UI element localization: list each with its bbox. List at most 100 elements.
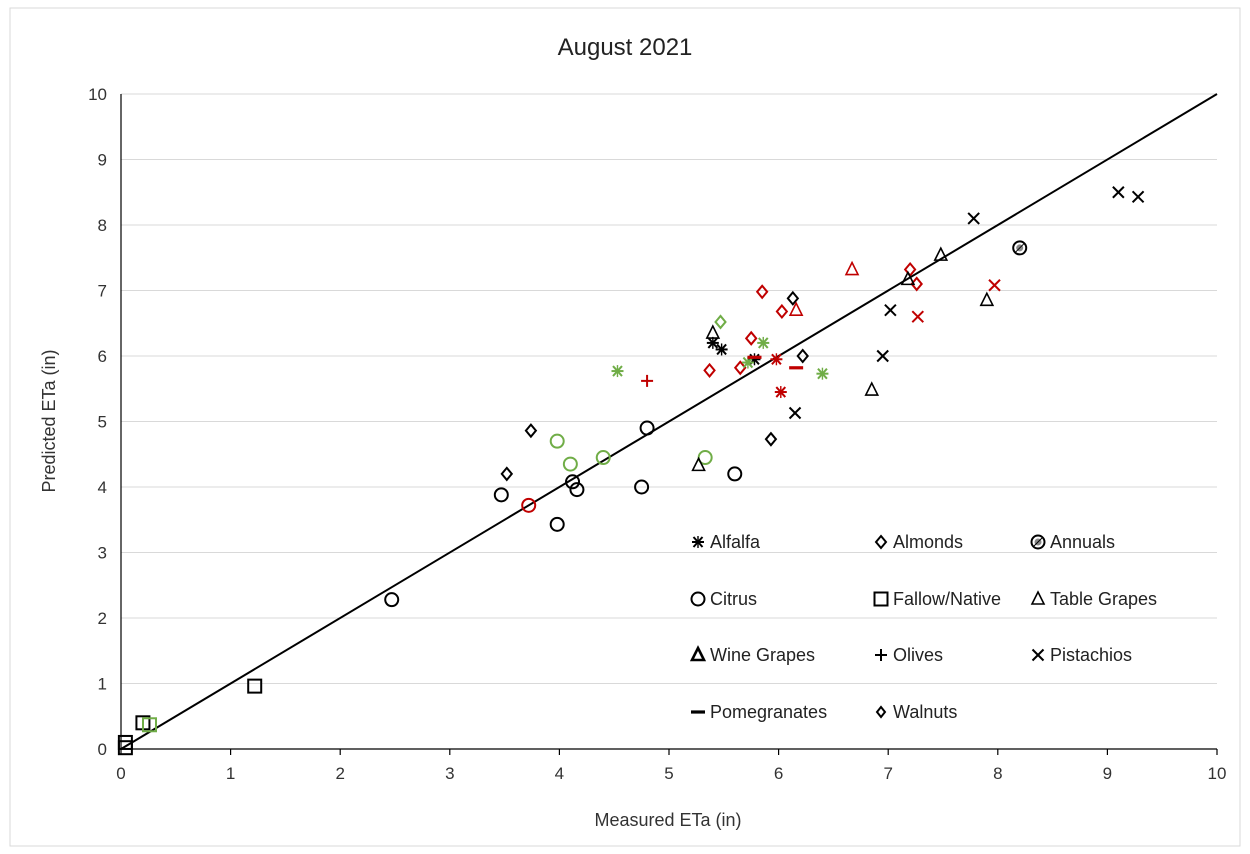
- data-point-x: [884, 303, 897, 317]
- legend-marker-triangle-bold: [689, 645, 707, 662]
- data-point-diamond: [796, 348, 810, 364]
- legend-label: Olives: [893, 645, 943, 665]
- legend: Alfalfa Almonds Annuals Citrus Fallow/Native…: [689, 532, 1157, 722]
- data-point-circle-hatched: [1012, 240, 1028, 256]
- data-point-diamond: [775, 303, 789, 320]
- y-tick-label: 2: [98, 609, 107, 628]
- data-point-circle: [493, 487, 509, 503]
- data-point-asterisk: [770, 353, 783, 366]
- data-point-x: [1112, 186, 1125, 199]
- legend-marker-diamond: [874, 534, 888, 550]
- data-point-circle: [639, 420, 655, 436]
- data-point-x: [788, 406, 802, 420]
- tick-labels: 0 1 2 3 4 5 6 7 8 9 10 0 1 2 3 4 5 6 7 8 9 10: [88, 85, 1226, 783]
- x-tick-label: 0: [116, 764, 125, 783]
- data-point-diamond: [786, 290, 800, 306]
- data-point-diamond: [524, 423, 538, 439]
- legend-label: Alfalfa: [710, 532, 761, 552]
- data-point-diamond: [764, 431, 778, 447]
- legend-marker-circle-hatched: [1030, 534, 1046, 550]
- y-tick-label: 7: [98, 282, 107, 301]
- data-point-triangle: [864, 381, 880, 396]
- y-tick-label: 9: [98, 151, 107, 170]
- legend-label: Walnuts: [893, 702, 957, 722]
- x-tick-label: 8: [993, 764, 1002, 783]
- x-tick-label: 4: [555, 764, 564, 783]
- y-tick-label: 1: [98, 675, 107, 694]
- axes: [120, 94, 1218, 755]
- data-points: [117, 186, 1145, 756]
- x-tick-label: 6: [774, 764, 783, 783]
- data-point-x: [1131, 190, 1145, 204]
- data-point-triangle: [705, 324, 721, 339]
- x-tick-label: 2: [335, 764, 344, 783]
- y-tick-label: 0: [98, 740, 107, 759]
- legend-label: Wine Grapes: [710, 645, 815, 665]
- data-point-diamond: [744, 330, 758, 346]
- x-tick-label: 7: [883, 764, 892, 783]
- data-point-diamond: [755, 284, 769, 300]
- data-point-triangle: [788, 301, 804, 316]
- y-tick-label: 8: [98, 216, 107, 235]
- legend-marker-triangle: [1030, 590, 1046, 605]
- data-point-circle: [634, 479, 650, 495]
- data-point-x: [876, 349, 889, 363]
- legend-marker-plus: [875, 649, 887, 661]
- data-point-circle: [727, 466, 743, 482]
- data-point-asterisk: [611, 365, 624, 378]
- data-point-triangle: [844, 260, 860, 276]
- y-tick-label: 10: [88, 85, 107, 104]
- x-tick-label: 1: [226, 764, 235, 783]
- data-point-circle: [595, 450, 611, 466]
- chart-title: August 2021: [558, 34, 693, 61]
- legend-marker-diamond-small: [875, 705, 887, 719]
- data-point-circle: [549, 516, 565, 532]
- data-point-circle: [521, 497, 537, 513]
- data-point-circle: [569, 482, 585, 498]
- data-point-x: [988, 279, 1001, 292]
- legend-label: Annuals: [1050, 532, 1115, 552]
- y-tick-label: 5: [98, 413, 107, 432]
- x-tick-label: 3: [445, 764, 454, 783]
- data-point-circle: [562, 456, 578, 472]
- chart-frame: [9, 7, 1241, 847]
- y-axis-title: Predicted ETa (in): [39, 349, 59, 492]
- x-axis-title: Measured ETa (in): [594, 810, 741, 830]
- legend-marker-square: [873, 591, 889, 607]
- data-point-diamond: [703, 362, 716, 378]
- legend-marker-circle: [690, 591, 706, 607]
- data-point-circle: [565, 474, 581, 490]
- data-point-triangle: [900, 270, 916, 286]
- one-to-one-line: [120, 93, 1218, 750]
- data-point-triangle: [933, 246, 949, 261]
- legend-marker-x: [1031, 648, 1045, 662]
- y-tick-label: 6: [98, 347, 107, 366]
- data-point-triangle: [979, 291, 995, 307]
- legend-label: Fallow/Native: [893, 589, 1001, 609]
- y-tick-label: 3: [98, 544, 107, 563]
- data-point-diamond: [733, 360, 747, 376]
- data-point-asterisk: [715, 343, 728, 356]
- data-point-square: [141, 717, 157, 733]
- legend-label: Citrus: [710, 589, 757, 609]
- data-point-triangle: [691, 456, 706, 472]
- legend-label: Pomegranates: [710, 702, 827, 722]
- data-point-square: [247, 678, 263, 694]
- data-point-asterisk: [757, 336, 770, 349]
- legend-label: Table Grapes: [1050, 589, 1157, 609]
- data-point-diamond: [500, 466, 514, 482]
- data-point-diamond: [714, 314, 727, 330]
- data-point-asterisk: [816, 367, 829, 380]
- data-point-x: [967, 212, 980, 225]
- x-tick-label: 9: [1103, 764, 1112, 783]
- reference-line-layer: [120, 93, 1218, 750]
- y-tick-label: 4: [98, 478, 107, 497]
- legend-marker-asterisk: [692, 536, 704, 548]
- data-point-asterisk: [706, 336, 719, 349]
- data-point-plus: [641, 374, 654, 387]
- data-point-circle: [549, 433, 565, 449]
- data-point-asterisk: [774, 386, 787, 399]
- data-point-square: [117, 740, 133, 756]
- data-point-x: [911, 310, 924, 323]
